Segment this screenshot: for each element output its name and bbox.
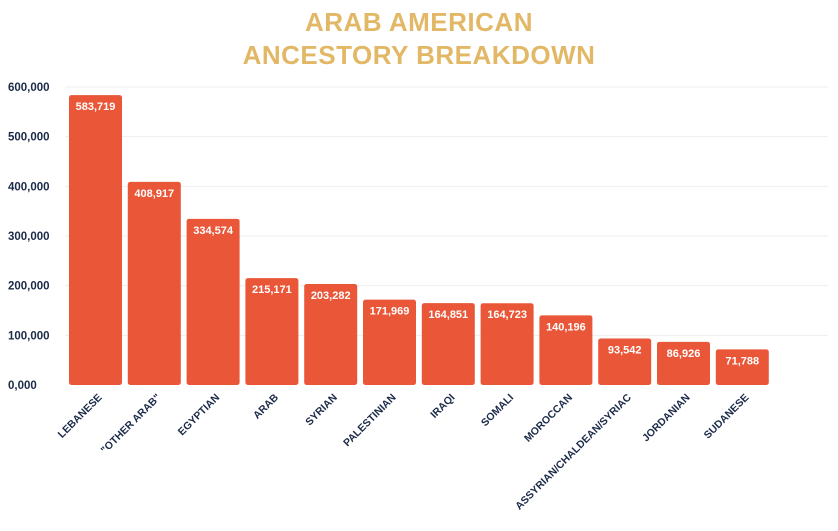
x-tick-label: MOROCCAN (522, 392, 575, 445)
bar-value-label: 583,719 (76, 101, 116, 113)
bar (127, 181, 181, 385)
x-tick-label: SOMALI (479, 392, 516, 429)
x-tick-label: PALESTINIAN (341, 392, 398, 449)
y-tick-label: 0,000 (8, 380, 37, 392)
bar-value-label: 140,196 (546, 321, 586, 333)
chart-title-line-2: ANCESTORY BREAKDOWN (242, 40, 596, 70)
bar (363, 299, 416, 385)
x-tick-label: LEBANESE (56, 392, 105, 441)
x-tick-label: "OTHER ARAB" (99, 392, 164, 457)
chart-title-line-1: ARAB AMERICAN (305, 7, 533, 37)
bar-value-label: 86,926 (667, 348, 701, 360)
bars (69, 95, 769, 385)
bar (480, 303, 534, 385)
bar (715, 349, 769, 385)
bar (304, 284, 358, 385)
y-tick-label: 500,000 (8, 132, 50, 144)
x-tick-label: EGYPTIAN (176, 392, 222, 438)
x-tick-label: IRAQI (428, 392, 457, 421)
bar-value-label: 408,917 (134, 188, 174, 200)
x-tick-label: ARAB (251, 391, 281, 421)
bar (539, 315, 593, 385)
bar-value-label: 164,723 (487, 309, 527, 321)
y-tick-label: 300,000 (8, 231, 50, 243)
y-tick-label: 200,000 (8, 281, 50, 293)
bar-value-label: 71,788 (725, 355, 759, 367)
bar-value-label: 215,171 (252, 284, 292, 296)
bar-value-label: 93,542 (608, 345, 642, 357)
bar (69, 95, 122, 385)
x-tick-label: ASSYRIAN/CHALDEAN/SYRIAC (513, 391, 634, 512)
y-tick-label: 600,000 (8, 82, 50, 94)
x-axis-category-labels: LEBANESE"OTHER ARAB" EGYPTIAN ARAB SYRIAN PA… (56, 391, 752, 512)
bar (186, 218, 240, 385)
bar (598, 338, 652, 385)
bar-value-label: 334,574 (193, 225, 234, 237)
chart-title: ARAB AMERICAN ANCESTORY BREAKDOWN (0, 6, 838, 72)
bar-value-labels: 583,719 408,917 334,574 215,171 203,282 171,9… (76, 101, 760, 367)
bar (421, 303, 475, 385)
x-tick-label: SYRIAN (303, 392, 340, 429)
x-tick-label: SUDANESE (702, 392, 752, 442)
y-tick-label: 100,000 (8, 330, 50, 342)
bar-value-label: 203,282 (311, 290, 351, 302)
y-tick-label: 400,000 (8, 181, 50, 193)
bar-value-label: 164,851 (428, 309, 468, 321)
bar (657, 341, 710, 385)
x-tick-label: JORDANIAN (640, 392, 693, 445)
y-axis-tick-labels: 0,000 100,000 200,000 300,000 400,000 500,000… (8, 82, 50, 392)
bar (245, 278, 299, 385)
bar-value-label: 171,969 (370, 306, 410, 318)
